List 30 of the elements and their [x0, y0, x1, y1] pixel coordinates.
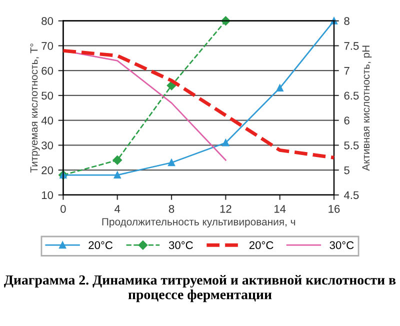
- y2-tick-label: 6: [344, 116, 350, 124]
- y2-tick-label: 5: [344, 166, 350, 174]
- x-tick-label: 8: [168, 204, 174, 213]
- x-tick-label: 4: [114, 205, 120, 213]
- y-tick-label: 60: [42, 66, 54, 75]
- y2-tick-label: 8: [344, 17, 350, 25]
- legend-label: 20°C: [249, 241, 274, 250]
- x-tick-label: 12: [220, 204, 232, 213]
- y-tick-label: 50: [42, 92, 54, 100]
- y-tick-label: 70: [42, 42, 54, 50]
- y2-tick-label: 4.5: [344, 191, 359, 200]
- y-tick-label: 80: [42, 17, 54, 25]
- x-tick-label: 0: [60, 204, 66, 213]
- y2-tick-label: 6.5: [344, 92, 359, 100]
- x-tick-label: 16: [328, 204, 340, 213]
- y-tick-label: 20: [42, 166, 54, 174]
- y2-axis-title: Активная кислотность, pH: [362, 46, 372, 171]
- y2-tick-label: 7: [344, 66, 350, 75]
- x-tick-label: 14: [274, 205, 286, 213]
- legend-label: 30°C: [330, 241, 354, 250]
- x-axis-title: Продолжительность культивирования, ч: [102, 218, 296, 228]
- legend-label: 30°C: [168, 241, 193, 250]
- text: Диаграмма 2. Динамика титруемой и активной кислотности в процессе ферментации: [4, 274, 396, 302]
- y-tick-label: 40: [41, 116, 54, 124]
- y-tick-label: 30: [42, 141, 54, 150]
- y-axis-title: Титруемая кислотность, Т°: [30, 44, 40, 173]
- y-tick-label: 10: [42, 191, 54, 200]
- y2-tick-label: 5.5: [344, 142, 359, 150]
- legend-label: 20°C: [88, 241, 113, 250]
- y2-tick-label: 7.5: [344, 42, 359, 50]
